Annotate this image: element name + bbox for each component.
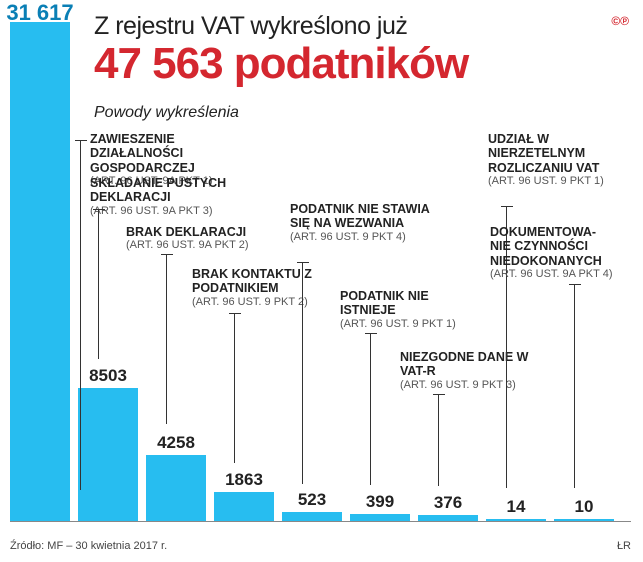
bar: 8503 <box>78 388 138 522</box>
bar-value: 8503 <box>89 366 127 386</box>
bar-label: BRAK KONTAKTU Z PODATNIKIEM(ART. 96 UST.… <box>192 267 332 308</box>
pointer-line <box>370 333 371 485</box>
bar-label-sub: (ART. 96 UST. 9 PKT 1) <box>488 175 628 188</box>
bar-label-main: NIEZGODNE DANE W VAT-R <box>400 350 540 379</box>
pointer-line <box>574 284 575 488</box>
bar-label: SKŁADANIE PUSTYCH DEKLARACJI(ART. 96 UST… <box>90 176 230 217</box>
bar-value: 523 <box>298 490 326 510</box>
bar-label: PODATNIK NIE STAWIA SIĘ NA WEZWANIA(ART.… <box>290 202 430 243</box>
pointer-line <box>234 313 235 463</box>
bar-label: DOKUMENTOWA-NIE CZYNNOŚCI NIEDOKONANYCH(… <box>490 225 630 281</box>
bar-value: 1863 <box>225 470 263 490</box>
bar-label-main: BRAK KONTAKTU Z PODATNIKIEM <box>192 267 332 296</box>
pointer-line <box>438 394 439 486</box>
pointer-line <box>302 262 303 484</box>
bar-label: PODATNIK NIE ISTNIEJE(ART. 96 UST. 9 PKT… <box>340 289 480 330</box>
bar-value: 31 617 <box>6 0 73 26</box>
bar-label-main: UDZIAŁ W NIERZETELNYM ROZLICZANIU VAT <box>488 132 628 175</box>
bar-label-main: SKŁADANIE PUSTYCH DEKLARACJI <box>90 176 230 205</box>
bar-value: 399 <box>366 492 394 512</box>
footer: Źródło: MF – 30 kwietnia 2017 r. ŁR <box>10 540 631 552</box>
bar-label-main: ZAWIESZENIE DZIAŁALNOŚCI GOSPODARCZEJ <box>90 132 230 175</box>
bar-label: UDZIAŁ W NIERZETELNYM ROZLICZANIU VAT(AR… <box>488 132 628 188</box>
infographic-container: Z rejestru VAT wykreślono już 47 563 pod… <box>0 0 643 562</box>
bar-value: 10 <box>575 497 594 517</box>
author-initials: ŁR <box>617 540 631 552</box>
pointer-line <box>166 254 167 424</box>
bar: 4258 <box>146 455 206 522</box>
bar-label: BRAK DEKLARACJI(ART. 96 UST. 9A PKT 2) <box>126 225 248 252</box>
bar-label-sub: (ART. 96 UST. 9A PKT 2) <box>126 239 248 252</box>
bar-label: NIEZGODNE DANE W VAT-R(ART. 96 UST. 9 PK… <box>400 350 540 391</box>
bar-value: 14 <box>507 497 526 517</box>
bar-label-main: PODATNIK NIE STAWIA SIĘ NA WEZWANIA <box>290 202 430 231</box>
bar-value: 376 <box>434 493 462 513</box>
chart-baseline <box>10 521 631 522</box>
bar: 1863 <box>214 492 274 522</box>
source-text: Źródło: MF – 30 kwietnia 2017 r. <box>10 540 167 552</box>
bar-label-sub: (ART. 96 UST. 9 PKT 2) <box>192 296 332 309</box>
bar-label-sub: (ART. 96 UST. 9A PKT 3) <box>90 205 230 218</box>
bar: 31 617 <box>10 22 70 522</box>
bar-label-sub: (ART. 96 UST. 9A PKT 4) <box>490 268 630 281</box>
bar-label-main: BRAK DEKLARACJI <box>126 225 248 239</box>
bar-label-main: DOKUMENTOWA-NIE CZYNNOŚCI NIEDOKONANYCH <box>490 225 630 268</box>
pointer-line <box>80 140 81 490</box>
bar-value: 4258 <box>157 433 195 453</box>
pointer-line <box>98 209 99 359</box>
bar-label-sub: (ART. 96 UST. 9 PKT 1) <box>340 318 480 331</box>
bar-label-sub: (ART. 96 UST. 9 PKT 3) <box>400 379 540 392</box>
bar-label-main: PODATNIK NIE ISTNIEJE <box>340 289 480 318</box>
bar-label-sub: (ART. 96 UST. 9 PKT 4) <box>290 231 430 244</box>
